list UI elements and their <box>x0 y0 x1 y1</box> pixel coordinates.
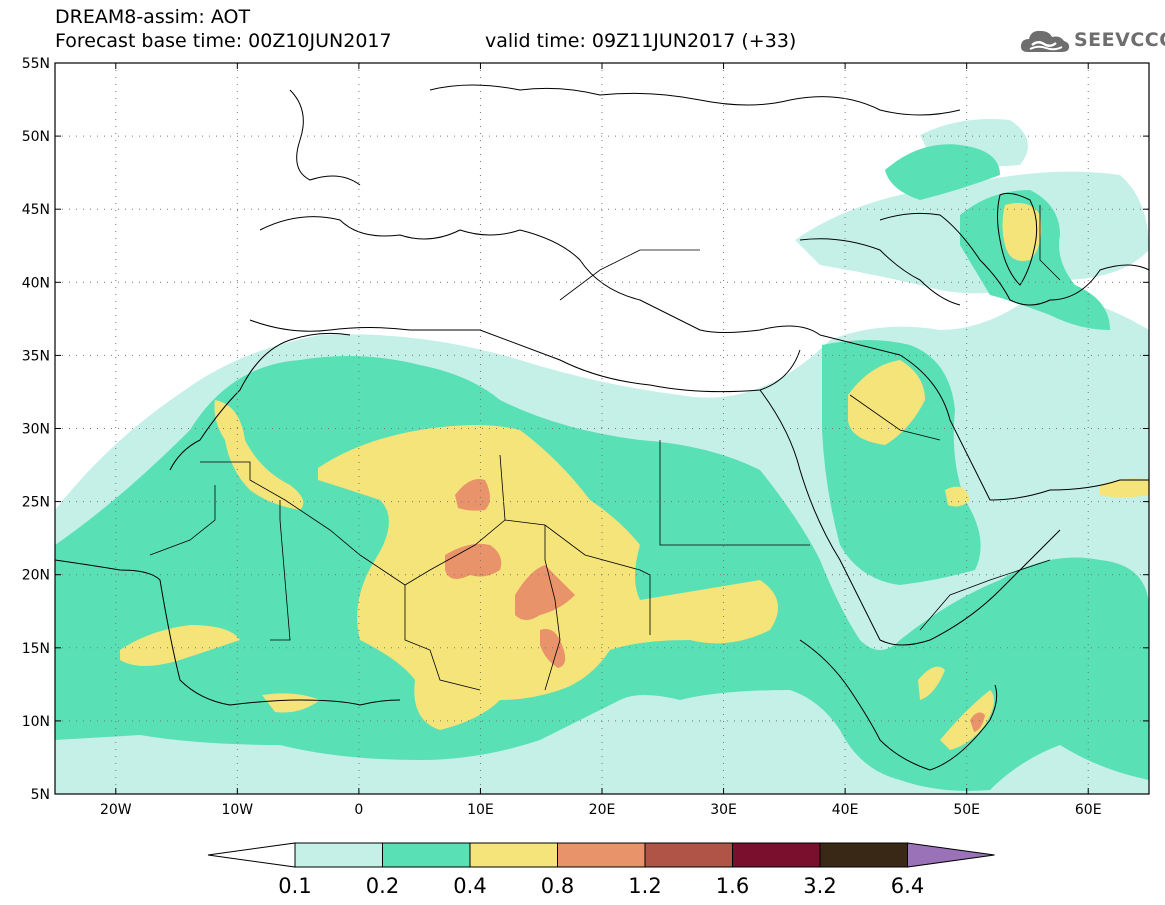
lat-label: 5N <box>31 787 50 803</box>
colorbar-under-triangle <box>207 842 296 868</box>
lon-label: 10W <box>221 802 253 818</box>
aot-field <box>55 119 1149 794</box>
colorbar-segment <box>819 842 908 868</box>
map-title: DREAM8-assim: AOT <box>55 6 251 28</box>
colorbar-segment <box>469 842 558 868</box>
grid-lines <box>55 63 1149 794</box>
lon-label: 30E <box>710 802 737 818</box>
lat-label: 20N <box>22 568 50 584</box>
lon-label: 0 <box>354 802 363 818</box>
colorbar-segment <box>557 842 646 868</box>
colorbar-segment <box>382 842 471 868</box>
axis-ticks <box>55 62 1149 795</box>
colorbar-label: 0.4 <box>453 874 486 898</box>
forecast-base-time: Forecast base time: 00Z10JUN2017 <box>55 30 392 52</box>
colorbar-label: 0.8 <box>541 874 574 898</box>
lon-label: 20W <box>100 802 132 818</box>
cloud-icon <box>1020 30 1070 52</box>
colorbar-label: 3.2 <box>803 874 836 898</box>
coastlines <box>55 84 1149 771</box>
lon-label: 20E <box>589 802 616 818</box>
lat-label: 55N <box>22 56 50 72</box>
lat-label: 45N <box>22 202 50 218</box>
lon-label: 10E <box>467 802 494 818</box>
lat-label: 10N <box>22 714 50 730</box>
aot-band-0.8 <box>445 479 985 732</box>
colorbar-label: 0.1 <box>278 874 311 898</box>
lat-label: 50N <box>22 129 50 145</box>
lat-label: 30N <box>22 422 50 438</box>
colorbar: 0.1 0.2 0.4 0.8 1.2 1.6 3.2 6.4 <box>207 842 995 898</box>
lat-label: 40N <box>22 275 50 291</box>
colorbar-segment <box>644 842 733 868</box>
country-borders <box>149 205 1061 691</box>
colorbar-label: 1.6 <box>716 874 749 898</box>
lat-label: 15N <box>22 641 50 657</box>
valid-time: valid time: 09Z11JUN2017 (+33) <box>485 30 797 52</box>
colorbar-label: 0.2 <box>366 874 399 898</box>
colorbar-over-triangle <box>907 842 995 868</box>
seevccc-logo: SEEVCCC <box>1018 26 1165 56</box>
lat-label: 25N <box>22 495 50 511</box>
colorbar-label: 6.4 <box>891 874 924 898</box>
lon-label: 60E <box>1075 802 1102 818</box>
lon-label: 40E <box>832 802 859 818</box>
lon-label: 50E <box>953 802 980 818</box>
logo-text: SEEVCCC <box>1074 29 1165 51</box>
colorbar-label: 1.2 <box>628 874 661 898</box>
colorbar-segment <box>294 842 383 868</box>
colorbar-segment <box>732 842 821 868</box>
lat-label: 35N <box>22 348 50 364</box>
latitude-labels: 55N 50N 45N 40N 35N 30N 25N 20N 15N 10N 5N <box>22 56 50 803</box>
longitude-labels: 20W 10W 0 10E 20E 30E 40E 50E 60E <box>100 802 1102 818</box>
